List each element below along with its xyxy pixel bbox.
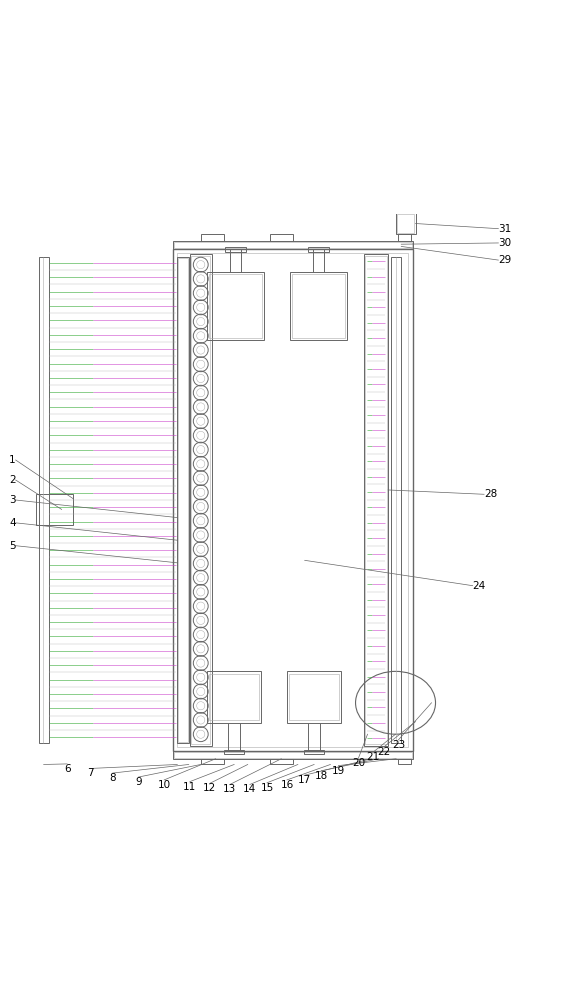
Text: 19: 19 (332, 766, 345, 776)
Bar (304, 750, 324, 754)
Bar (173, 241, 413, 249)
Bar (290, 272, 347, 340)
Bar (207, 671, 261, 723)
Bar (201, 234, 224, 241)
Text: 20: 20 (352, 758, 365, 768)
Text: 10: 10 (158, 780, 170, 790)
Bar (224, 750, 245, 754)
Text: 31: 31 (498, 224, 511, 234)
Text: 16: 16 (280, 780, 294, 790)
Text: 8: 8 (110, 773, 116, 783)
Bar (398, 759, 411, 764)
Bar (210, 674, 259, 720)
Bar (391, 257, 401, 743)
Bar (173, 249, 413, 751)
Bar (292, 274, 345, 338)
Text: 7: 7 (87, 768, 93, 778)
Bar (270, 759, 293, 764)
Bar (177, 253, 408, 747)
Bar (179, 258, 188, 742)
Text: 18: 18 (315, 771, 328, 781)
Text: 11: 11 (183, 782, 196, 792)
Text: 4: 4 (9, 518, 15, 528)
Bar (191, 256, 211, 744)
Bar (365, 256, 387, 744)
Bar (226, 247, 246, 252)
Bar (308, 247, 329, 252)
Text: 28: 28 (484, 489, 497, 499)
Text: 1: 1 (9, 455, 15, 465)
Text: 3: 3 (9, 495, 15, 505)
Bar (210, 274, 262, 338)
Bar (174, 242, 412, 248)
Text: 21: 21 (366, 752, 379, 762)
Bar (173, 751, 413, 759)
Bar (289, 674, 339, 720)
Text: 23: 23 (392, 740, 405, 750)
Bar (38, 257, 49, 743)
Bar (201, 759, 224, 764)
Text: 2: 2 (9, 475, 15, 485)
Text: 29: 29 (498, 255, 511, 265)
Text: 17: 17 (297, 775, 311, 785)
Bar (287, 671, 342, 723)
Text: 14: 14 (243, 784, 257, 794)
Bar (207, 272, 264, 340)
Text: 30: 30 (498, 238, 511, 248)
Bar (270, 234, 293, 241)
Text: 13: 13 (223, 784, 236, 794)
Text: 15: 15 (261, 783, 274, 793)
Bar (190, 254, 212, 746)
Bar (174, 752, 412, 758)
Bar (36, 494, 73, 525)
Text: 9: 9 (135, 777, 142, 787)
Text: 24: 24 (472, 581, 486, 591)
Bar (398, 234, 411, 241)
Bar (395, 213, 416, 234)
Text: 12: 12 (203, 783, 216, 793)
Bar (177, 257, 189, 743)
Bar (364, 254, 388, 746)
Bar (397, 214, 414, 233)
Text: 5: 5 (9, 541, 15, 551)
Text: 6: 6 (64, 764, 71, 774)
Text: 22: 22 (378, 747, 391, 757)
